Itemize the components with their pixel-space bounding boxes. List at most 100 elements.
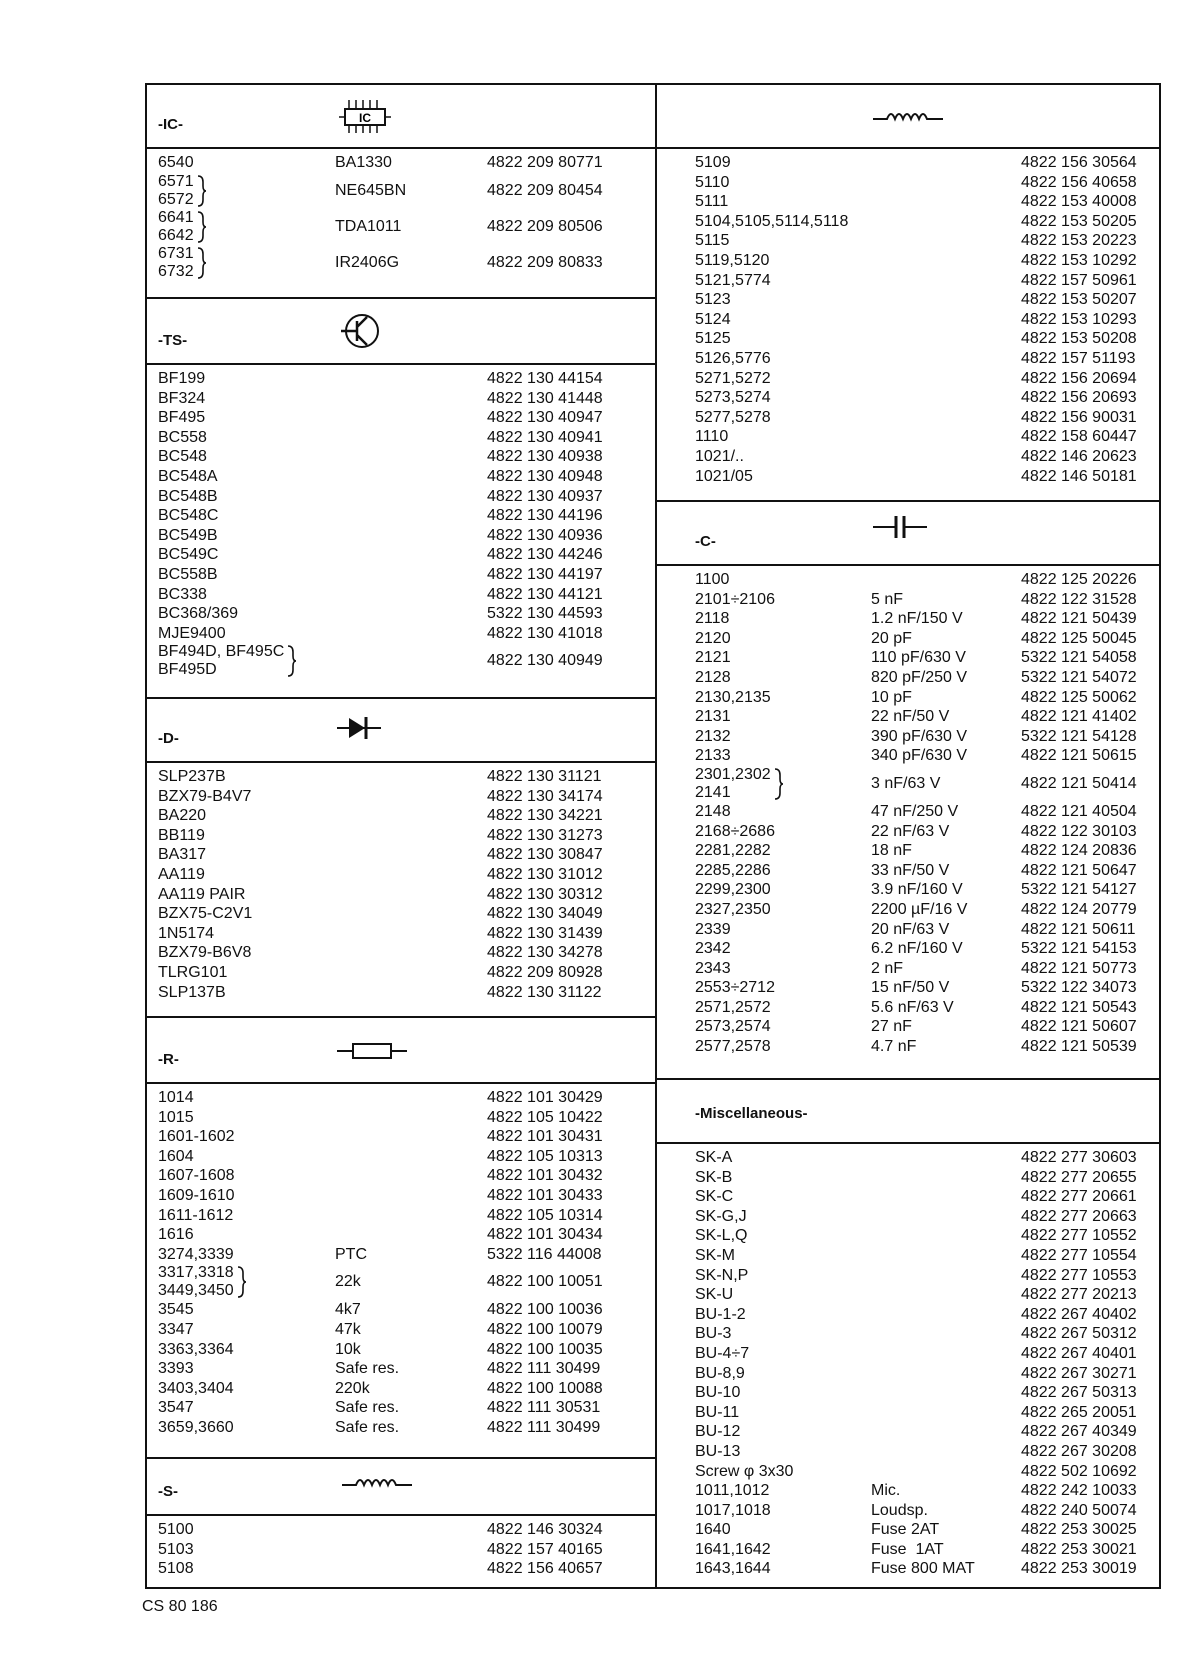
row: 1014 4822 101 30429	[147, 1088, 655, 1108]
ref: 5126,5776	[695, 349, 771, 367]
ref: 2133	[695, 747, 731, 765]
part-number: 4822 209 80771	[487, 154, 603, 171]
part-number: 4822 121 40504	[1021, 802, 1137, 820]
ref: MJE9400	[158, 624, 226, 642]
brace	[197, 174, 206, 207]
row: 5125 4822 153 50208	[657, 329, 1159, 349]
ref: BU-3	[695, 1325, 732, 1343]
ref: BA317	[158, 846, 207, 864]
ref: BC338	[158, 585, 207, 603]
part-number: 4822 105 10314	[487, 1206, 603, 1224]
description: 3.9 nF/160 V	[871, 881, 963, 899]
part-number: 4822 156 90031	[1021, 408, 1137, 426]
ref: BF494D, BF495C	[158, 643, 285, 661]
part-number: 5322 122 34073	[1021, 979, 1137, 997]
part-number: 4822 158 60447	[1021, 428, 1137, 446]
part-number: 4822 130 40947	[487, 409, 603, 427]
section-title: -R-	[158, 1051, 179, 1068]
row: 5277,5278 4822 156 90031	[657, 408, 1159, 428]
right-column: 5109 4822 156 30564 5110 4822 156 40658 5111…	[655, 83, 1161, 1589]
ref: 1601-1602	[158, 1128, 235, 1146]
ref: SK-U	[695, 1286, 734, 1304]
ref: BF495	[158, 409, 206, 427]
ref: 2571,2572	[695, 998, 771, 1016]
row: 1640 Fuse 2AT 4822 253 30025	[657, 1520, 1159, 1540]
part-number: 4822 146 20623	[1021, 447, 1137, 465]
ref: 1011,1012	[695, 1482, 770, 1500]
part-number: 4822 125 50062	[1021, 688, 1137, 706]
part-number: 4822 101 30429	[487, 1089, 603, 1106]
part-number: 4822 121 50607	[1021, 1018, 1137, 1036]
part-number: 5322 116 44008	[487, 1245, 602, 1263]
row: 2339 20 nF/63 V 4822 121 50611	[657, 920, 1159, 940]
ref: 3317,3318	[158, 1264, 234, 1282]
ref: AA119	[158, 865, 205, 883]
row: 3545 4k7 4822 100 10036	[147, 1300, 655, 1320]
row: SK-L,Q 4822 277 10552	[657, 1226, 1159, 1246]
row: 3547 Safe res. 4822 111 30531	[147, 1398, 655, 1418]
part-number: 4822 277 20663	[1021, 1207, 1137, 1225]
part-number: 4822 124 20836	[1021, 842, 1137, 860]
part-number: 4822 121 50615	[1021, 747, 1137, 765]
part-number: 4822 156 40658	[1021, 173, 1137, 191]
part-number: 4822 153 10292	[1021, 251, 1137, 269]
part-number: 4822 267 50313	[1021, 1384, 1137, 1402]
part-number: 4822 267 50312	[1021, 1325, 1137, 1343]
description: 27 nF	[871, 1018, 912, 1036]
part-number: 4822 121 50414	[1021, 774, 1137, 792]
row: 6641 6642 TDA1011 4822 209 80506	[147, 209, 655, 245]
row: 2128 820 pF/250 V 5322 121 54072	[657, 668, 1159, 688]
row: BC558 4822 130 40941	[147, 428, 655, 448]
part-number: 4822 130 40938	[487, 448, 603, 466]
row: BC548A 4822 130 40948	[147, 467, 655, 487]
section-body: 5100 4822 146 30324 5103 4822 157 40165 5108…	[147, 1516, 655, 1589]
part-number: 4822 100 10079	[487, 1320, 603, 1338]
row: 2118 1.2 nF/150 V 4822 121 50439	[657, 609, 1159, 629]
row: BC548B 4822 130 40937	[147, 487, 655, 507]
ref: 2327,2350	[695, 900, 771, 918]
row: 3363,3364 10k 4822 100 10035	[147, 1340, 655, 1360]
part-number: 4822 157 40165	[487, 1540, 603, 1558]
ref: 1021/05	[695, 467, 753, 485]
description: TDA1011	[335, 217, 402, 235]
description: Loudsp.	[871, 1501, 928, 1519]
part-number: 4822 209 80454	[487, 181, 603, 199]
ref: 2577,2578	[695, 1038, 771, 1056]
row: BF324 4822 130 41448	[147, 389, 655, 409]
part-number: 4822 122 31528	[1021, 590, 1137, 608]
row: 5103 4822 157 40165	[147, 1540, 655, 1560]
row: 1011,1012 Mic. 4822 242 10033	[657, 1481, 1159, 1501]
ic-symbol: IC	[339, 100, 391, 133]
description: 2 nF	[871, 959, 904, 977]
description: 20 nF/63 V	[871, 920, 950, 938]
part-number: 4822 153 50205	[1021, 212, 1137, 230]
part-number: 4822 130 31273	[487, 826, 603, 844]
row: 6540 BA1330 4822 209 80771	[147, 153, 655, 173]
description: Mic.	[871, 1482, 901, 1500]
brace	[197, 246, 206, 279]
part-number: 5322 121 54153	[1021, 940, 1137, 958]
row: 3403,3404 220k 4822 100 10088	[147, 1379, 655, 1399]
part-number: 4822 130 41018	[487, 624, 603, 642]
description: NE645BN	[335, 181, 407, 199]
row: 2342 6.2 nF/160 V 5322 121 54153	[657, 939, 1159, 959]
row: BF199 4822 130 44154	[147, 369, 655, 389]
row: 2327,2350 2200 µF/16 V 4822 124 20779	[657, 900, 1159, 920]
part-number: 4822 130 40941	[487, 428, 603, 446]
description: 5 nF	[871, 590, 904, 608]
row: 2301,2302 2141 3 nF/63 V 4822 121 50414	[657, 766, 1159, 802]
ref: 6571	[158, 172, 194, 190]
row: 2343 2 nF 4822 121 50773	[657, 959, 1159, 979]
part-number: 4822 130 40936	[487, 526, 603, 544]
ref: 3449,3450	[158, 1282, 234, 1300]
ref: BC549B	[158, 526, 218, 544]
part-number: 4822 277 20655	[1021, 1168, 1137, 1186]
row: BU-1-2 4822 267 40402	[657, 1305, 1159, 1325]
row: 2299,2300 3.9 nF/160 V 5322 121 54127	[657, 880, 1159, 900]
row: BU-4÷7 4822 267 40401	[657, 1344, 1159, 1364]
row: 5126,5776 4822 157 51193	[657, 349, 1159, 369]
description: 110 pF/630 V	[871, 649, 966, 667]
ref: 3403,3404	[158, 1379, 234, 1397]
row: 1643,1644 Fuse 800 MAT 4822 253 30019	[657, 1559, 1159, 1579]
